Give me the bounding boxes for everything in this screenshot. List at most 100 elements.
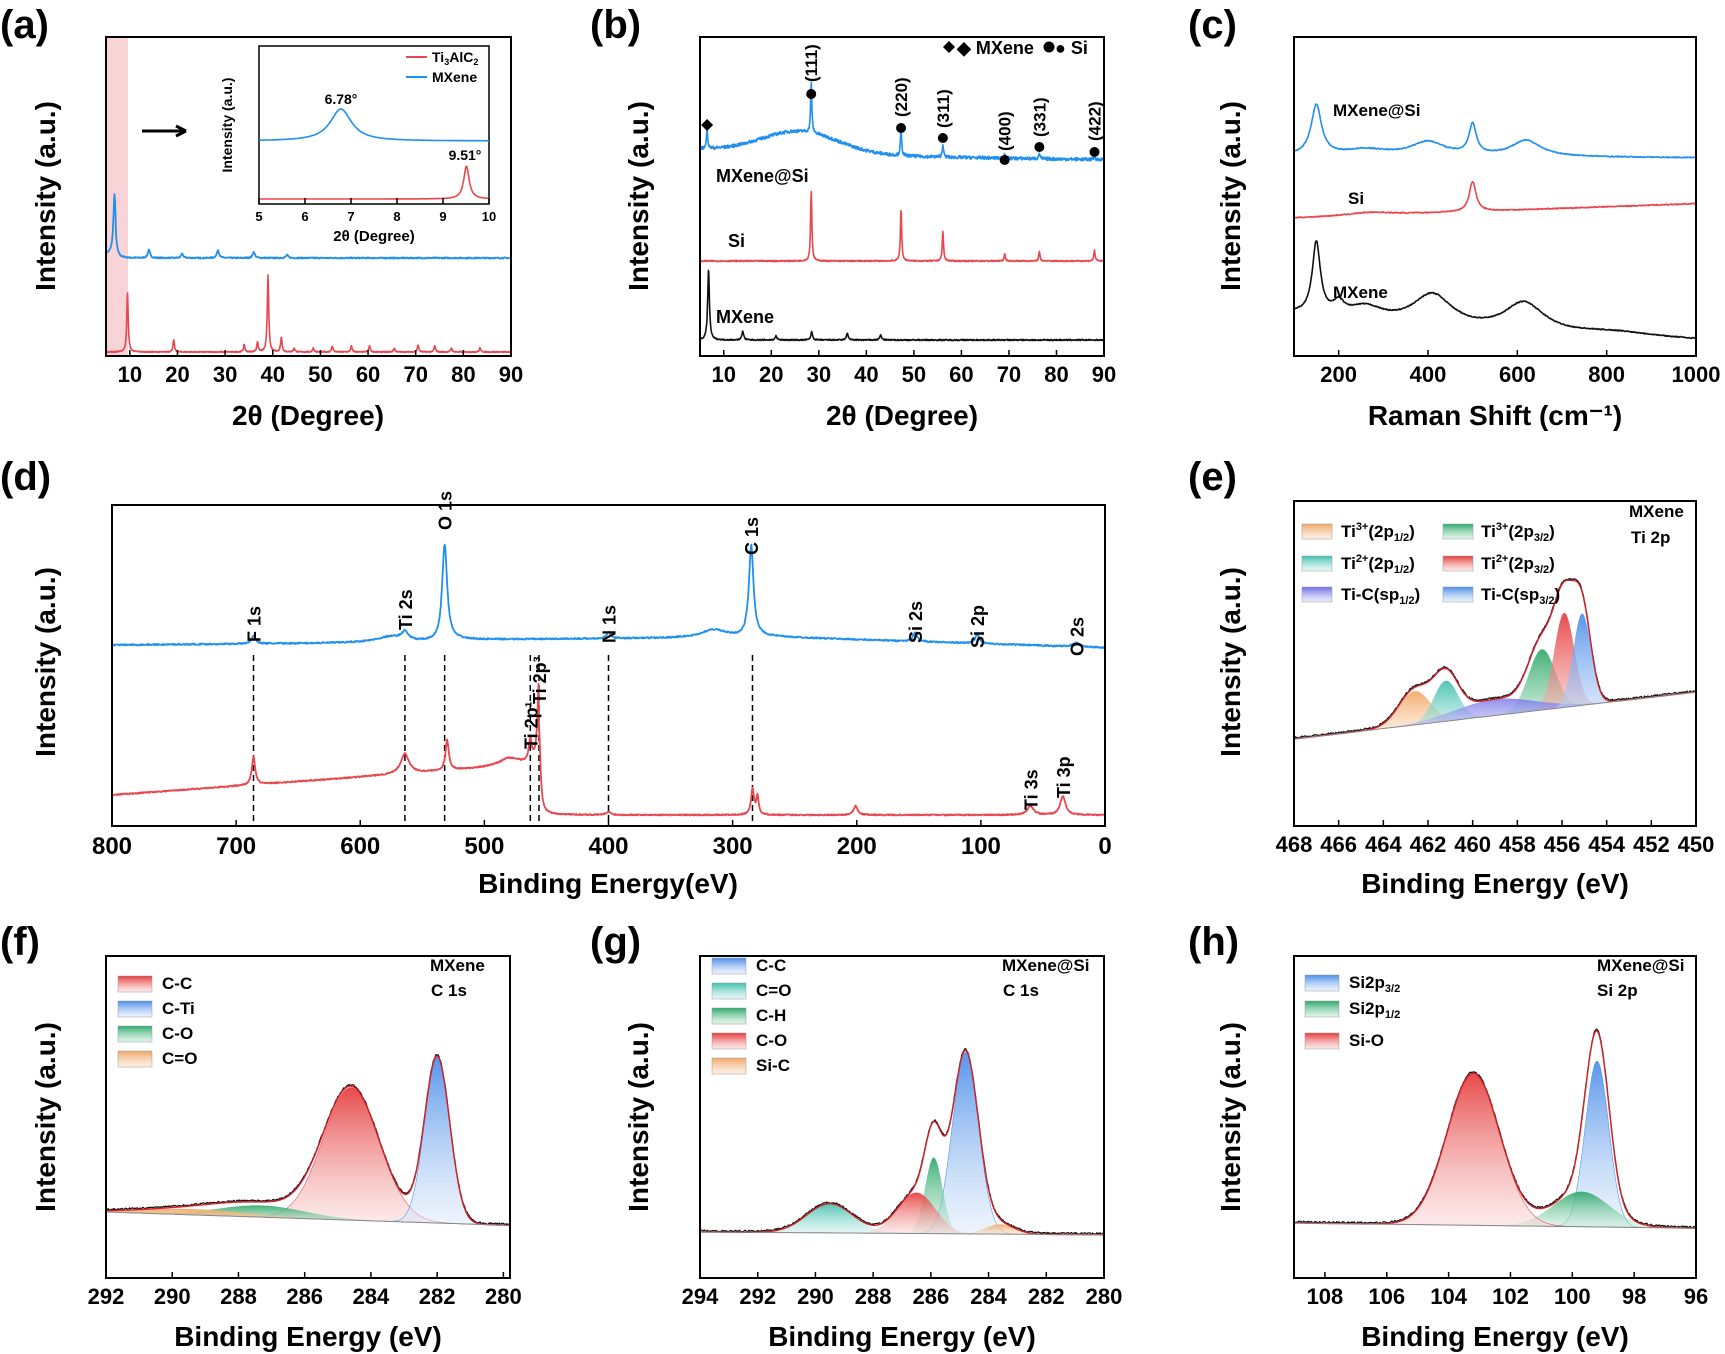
panel-f-note-region: C 1s [431, 981, 467, 1000]
x-tick-label: 80 [1044, 362, 1068, 387]
legend-swatch-c-o [117, 1025, 153, 1043]
x-tick-label: 90 [1092, 362, 1116, 387]
panel-b-curve-label-si: Si [728, 231, 745, 251]
x-tick-label: 600 [1499, 362, 1536, 387]
x-tick-label: 458 [1499, 832, 1536, 857]
x-tick-label: 60 [949, 362, 973, 387]
panel-a-frame [105, 36, 512, 357]
survey-peak-label: Si 2p [968, 605, 988, 648]
legend-swatch-ti2-2p32 [1442, 555, 1474, 572]
ti3alc2-pattern [105, 274, 512, 354]
legend-swatch-c-c [711, 957, 747, 975]
x-tick-label: 104 [1430, 1284, 1467, 1309]
si-peak-marker-icon [999, 155, 1010, 165]
mxene-pattern [699, 269, 1105, 342]
survey-peak-label: O 1s [436, 491, 456, 530]
x-tick-label: 60 [356, 362, 380, 387]
legend-ti2-2p32: Ti2+(2p3/2) [1481, 553, 1555, 576]
panel-a: (a) 10 20 30 40 50 60 70 80 90 2θ (Degree) Inten… [0, 3, 523, 431]
panel-h-x-label: Binding Energy (eV) [1361, 1321, 1629, 1352]
x-tick-label: 50 [308, 362, 332, 387]
inset-y-label: Intensity (a.u.) [219, 78, 235, 173]
x-tick-label: 292 [88, 1284, 125, 1309]
panel-b-legend-mxene: ◆ MXene [956, 38, 1034, 58]
inset-peak-label-ti3alc2: 9.51° [449, 147, 482, 163]
panel-c: (c) 200 400 600 800 1000 Raman Shift (cm⁻¹) … [1188, 3, 1720, 431]
panel-c-letter: (c) [1188, 3, 1237, 47]
survey-peak-label: Ti 3p [1054, 756, 1074, 798]
x-tick-label: 100 [1554, 1284, 1591, 1309]
panel-h-note-region: Si 2p [1597, 981, 1638, 1000]
x-tick-label: 20 [165, 362, 189, 387]
panel-e-note-region: Ti 2p [1631, 528, 1670, 547]
x-tick-label: 5 [255, 209, 262, 224]
panel-a-highlight-band [106, 37, 128, 356]
fit-component-ti2-2p3-2- [1294, 612, 1696, 739]
panel-g-letter: (g) [590, 920, 641, 964]
panel-d-x-label: Binding Energy(eV) [478, 868, 738, 899]
mxene-si-survey [111, 543, 1106, 649]
x-tick-label: 282 [1028, 1284, 1065, 1309]
x-tick-label: 200 [837, 833, 877, 860]
inset-curves [259, 108, 489, 200]
legend-swatch-si2p32 [1304, 974, 1340, 992]
panel-a-letter: (a) [0, 3, 49, 47]
panel-f-y-label: Intensity (a.u.) [30, 1022, 61, 1212]
panel-b-curve-label-mxene-si: MXene@Si [716, 166, 809, 186]
panel-d-peak-labels: F 1s Ti 2s O 1s N 1s C 1s Si 2s Si 2p O 2s Ti 2p… [245, 491, 1088, 810]
panel-f-fits [105, 1054, 511, 1227]
panel-f-frame [105, 955, 511, 1279]
panel-h: (h) 108 106 104 102 100 98 96 Binding Energy (… [1188, 920, 1708, 1352]
panel-b-letter: (b) [590, 3, 641, 47]
legend-si2p12: Si2p1/2 [1349, 999, 1400, 1021]
si-peak-marker-icon [1089, 147, 1100, 157]
panel-e-x-label: Binding Energy (eV) [1361, 868, 1629, 899]
panel-a-curves [105, 193, 512, 354]
survey-peak-label: F 1s [245, 606, 265, 642]
legend-ti2-2p12: Ti2+(2p1/2) [1341, 553, 1415, 576]
panel-c-x-label: Raman Shift (cm⁻¹) [1368, 400, 1622, 431]
x-tick-label: 90 [499, 362, 523, 387]
x-tick-label: 460 [1454, 832, 1491, 857]
panel-c-frame [1293, 36, 1697, 357]
x-tick-label: 288 [220, 1284, 257, 1309]
fit-component-c-o [106, 1208, 510, 1226]
x-tick-label: 800 [1588, 362, 1625, 387]
x-tick-label: 300 [713, 833, 753, 860]
x-tick-label: 98 [1622, 1284, 1646, 1309]
panel-g-frame [699, 955, 1105, 1279]
panel-a-x-label: 2θ (Degree) [232, 400, 384, 431]
si-peak-marker-icon [806, 89, 817, 99]
x-tick-label: 500 [464, 833, 504, 860]
panel-e-frame [1293, 500, 1697, 827]
x-tick-label: 96 [1684, 1284, 1708, 1309]
panel-e-legend: Ti3+(2p1/2) Ti3+(2p3/2) Ti2+(2p1/2) Ti2+… [1301, 521, 1560, 607]
x-tick-label: 1000 [1672, 362, 1721, 387]
x-tick-label: 8 [393, 209, 400, 224]
legend-si-c: Si-C [756, 1056, 790, 1075]
legend-swatch-c-o [711, 982, 747, 1000]
legend-swatch-c-c [117, 975, 153, 993]
panel-e-note-sample: MXene [1629, 502, 1684, 521]
legend-c-o: C-O [756, 1031, 787, 1050]
legend-swatch-si-o [1304, 1032, 1340, 1050]
x-tick-label: 290 [154, 1284, 191, 1309]
legend-tic-sp12: Ti-C(sp1/2) [1341, 585, 1420, 607]
inset-ti3alc2-curve [259, 165, 489, 200]
fit-envelope [106, 1055, 510, 1227]
panel-d: (d) 800 700 600 500 400 300 200 100 0 Binding En… [0, 455, 1112, 899]
fit-baseline [1293, 1222, 1697, 1229]
panel-f-note-sample: MXene [430, 956, 485, 975]
legend-swatch-c-o [117, 1050, 153, 1068]
survey-peak-label: C 1s [742, 517, 762, 555]
x-tick-label: 80 [451, 362, 475, 387]
legend-c-h: C-H [756, 1006, 786, 1025]
fit-component-si2p1-2 [1294, 1191, 1696, 1229]
panel-d-reference-lines [252, 655, 754, 826]
panel-f-letter: (f) [0, 920, 40, 964]
x-tick-label: 10 [712, 362, 736, 387]
x-tick-label: 70 [403, 362, 427, 387]
fit-component-si-c [700, 1224, 1104, 1235]
x-tick-label: 282 [419, 1284, 456, 1309]
legend-swatch-tic-sp12 [1301, 586, 1333, 603]
